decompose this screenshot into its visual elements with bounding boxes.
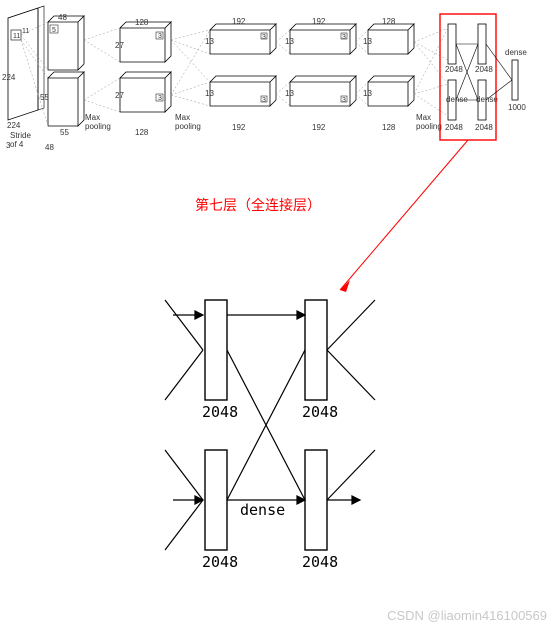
dense-3: dense [505,48,527,57]
architecture-diagram: 11 11 224 224 3 Stride of 4 5 55 55 48 4… [2,6,527,152]
conv2-d-b: 128 [135,128,149,137]
conv5-ht: 13 [363,37,372,46]
detail-2048-tl: 2048 [202,403,238,421]
maxpool-2a: Max [175,113,190,122]
input-h: 224 [2,73,16,82]
conv3-dt: 192 [232,17,246,26]
conv2-filter: 3 [158,33,162,40]
conv1-h: 55 [40,93,49,102]
conv1-w: 55 [60,128,69,137]
conv4-fb: 3 [342,97,346,104]
maxpool-1b: pooling [85,122,111,131]
conv4-hb: 13 [285,89,294,98]
detail-dense: dense [240,501,285,519]
detail-2048-bl: 2048 [202,553,238,571]
conv5-dt: 128 [382,17,396,26]
conv4-dt: 192 [312,17,326,26]
conv4-db: 192 [312,123,326,132]
conv1-d: 48 [45,143,54,152]
conv2-layer: 3 3 27 27 128 128 [115,18,171,137]
proj-5-fc [414,28,448,116]
stride-label-1: Stride [10,131,31,140]
input-layer: 11 11 224 224 3 Stride of 4 [2,6,44,150]
conv5-db: 128 [382,123,396,132]
conv5-layer: 13 13 128 128 [363,17,414,132]
conv2-d-t: 128 [135,18,149,27]
conv4-ht: 13 [285,37,294,46]
fc6-t: 2048 [445,65,463,74]
maxpool-3a: Max [416,113,431,122]
conv3-hb: 13 [205,89,214,98]
conv3-ht: 13 [205,37,214,46]
input-w: 224 [7,121,21,130]
conv5-hb: 13 [363,89,372,98]
fc-detail: 2048 2048 2048 2048 dense [165,300,375,571]
conv1-d-top: 48 [58,13,67,22]
conv2-h-b: 27 [115,91,124,100]
watermark-text: CSDN @liaomin416100569 [387,608,547,623]
dense-1: dense [446,95,468,104]
fc7-b: 2048 [475,123,493,132]
dense-2: dense [476,95,498,104]
conv4-ft: 3 [342,34,346,41]
fc-block: 2048 2048 2048 2048 dense dense [445,24,498,132]
fc6-b: 2048 [445,123,463,132]
conv3-ft: 3 [262,34,266,41]
conv4-layer: 3 3 13 13 192 192 [285,17,356,132]
conv1-filter-t: 5 [52,27,56,34]
conv2-filter-b: 3 [158,95,162,102]
maxpool-2b: pooling [175,122,201,131]
callout-arrow [340,140,468,292]
detail-2048-br: 2048 [302,553,338,571]
maxpool-1a: Max [85,113,100,122]
maxpool-3b: pooling [416,122,442,131]
detail-2048-tr: 2048 [302,403,338,421]
fc7-t: 2048 [475,65,493,74]
conv3-layer: 3 3 13 13 192 192 [205,17,276,132]
caption-text: 第七层（全连接层） [195,197,321,213]
output-size: 1000 [508,103,526,112]
conv1-layer: 5 55 55 48 48 [40,13,84,152]
conv3-db: 192 [232,123,246,132]
conv2-h-t: 27 [115,41,124,50]
input-filter-size: 11 [13,33,20,40]
stride-label-2: of 4 [10,140,24,149]
conv3-fb: 3 [262,97,266,104]
